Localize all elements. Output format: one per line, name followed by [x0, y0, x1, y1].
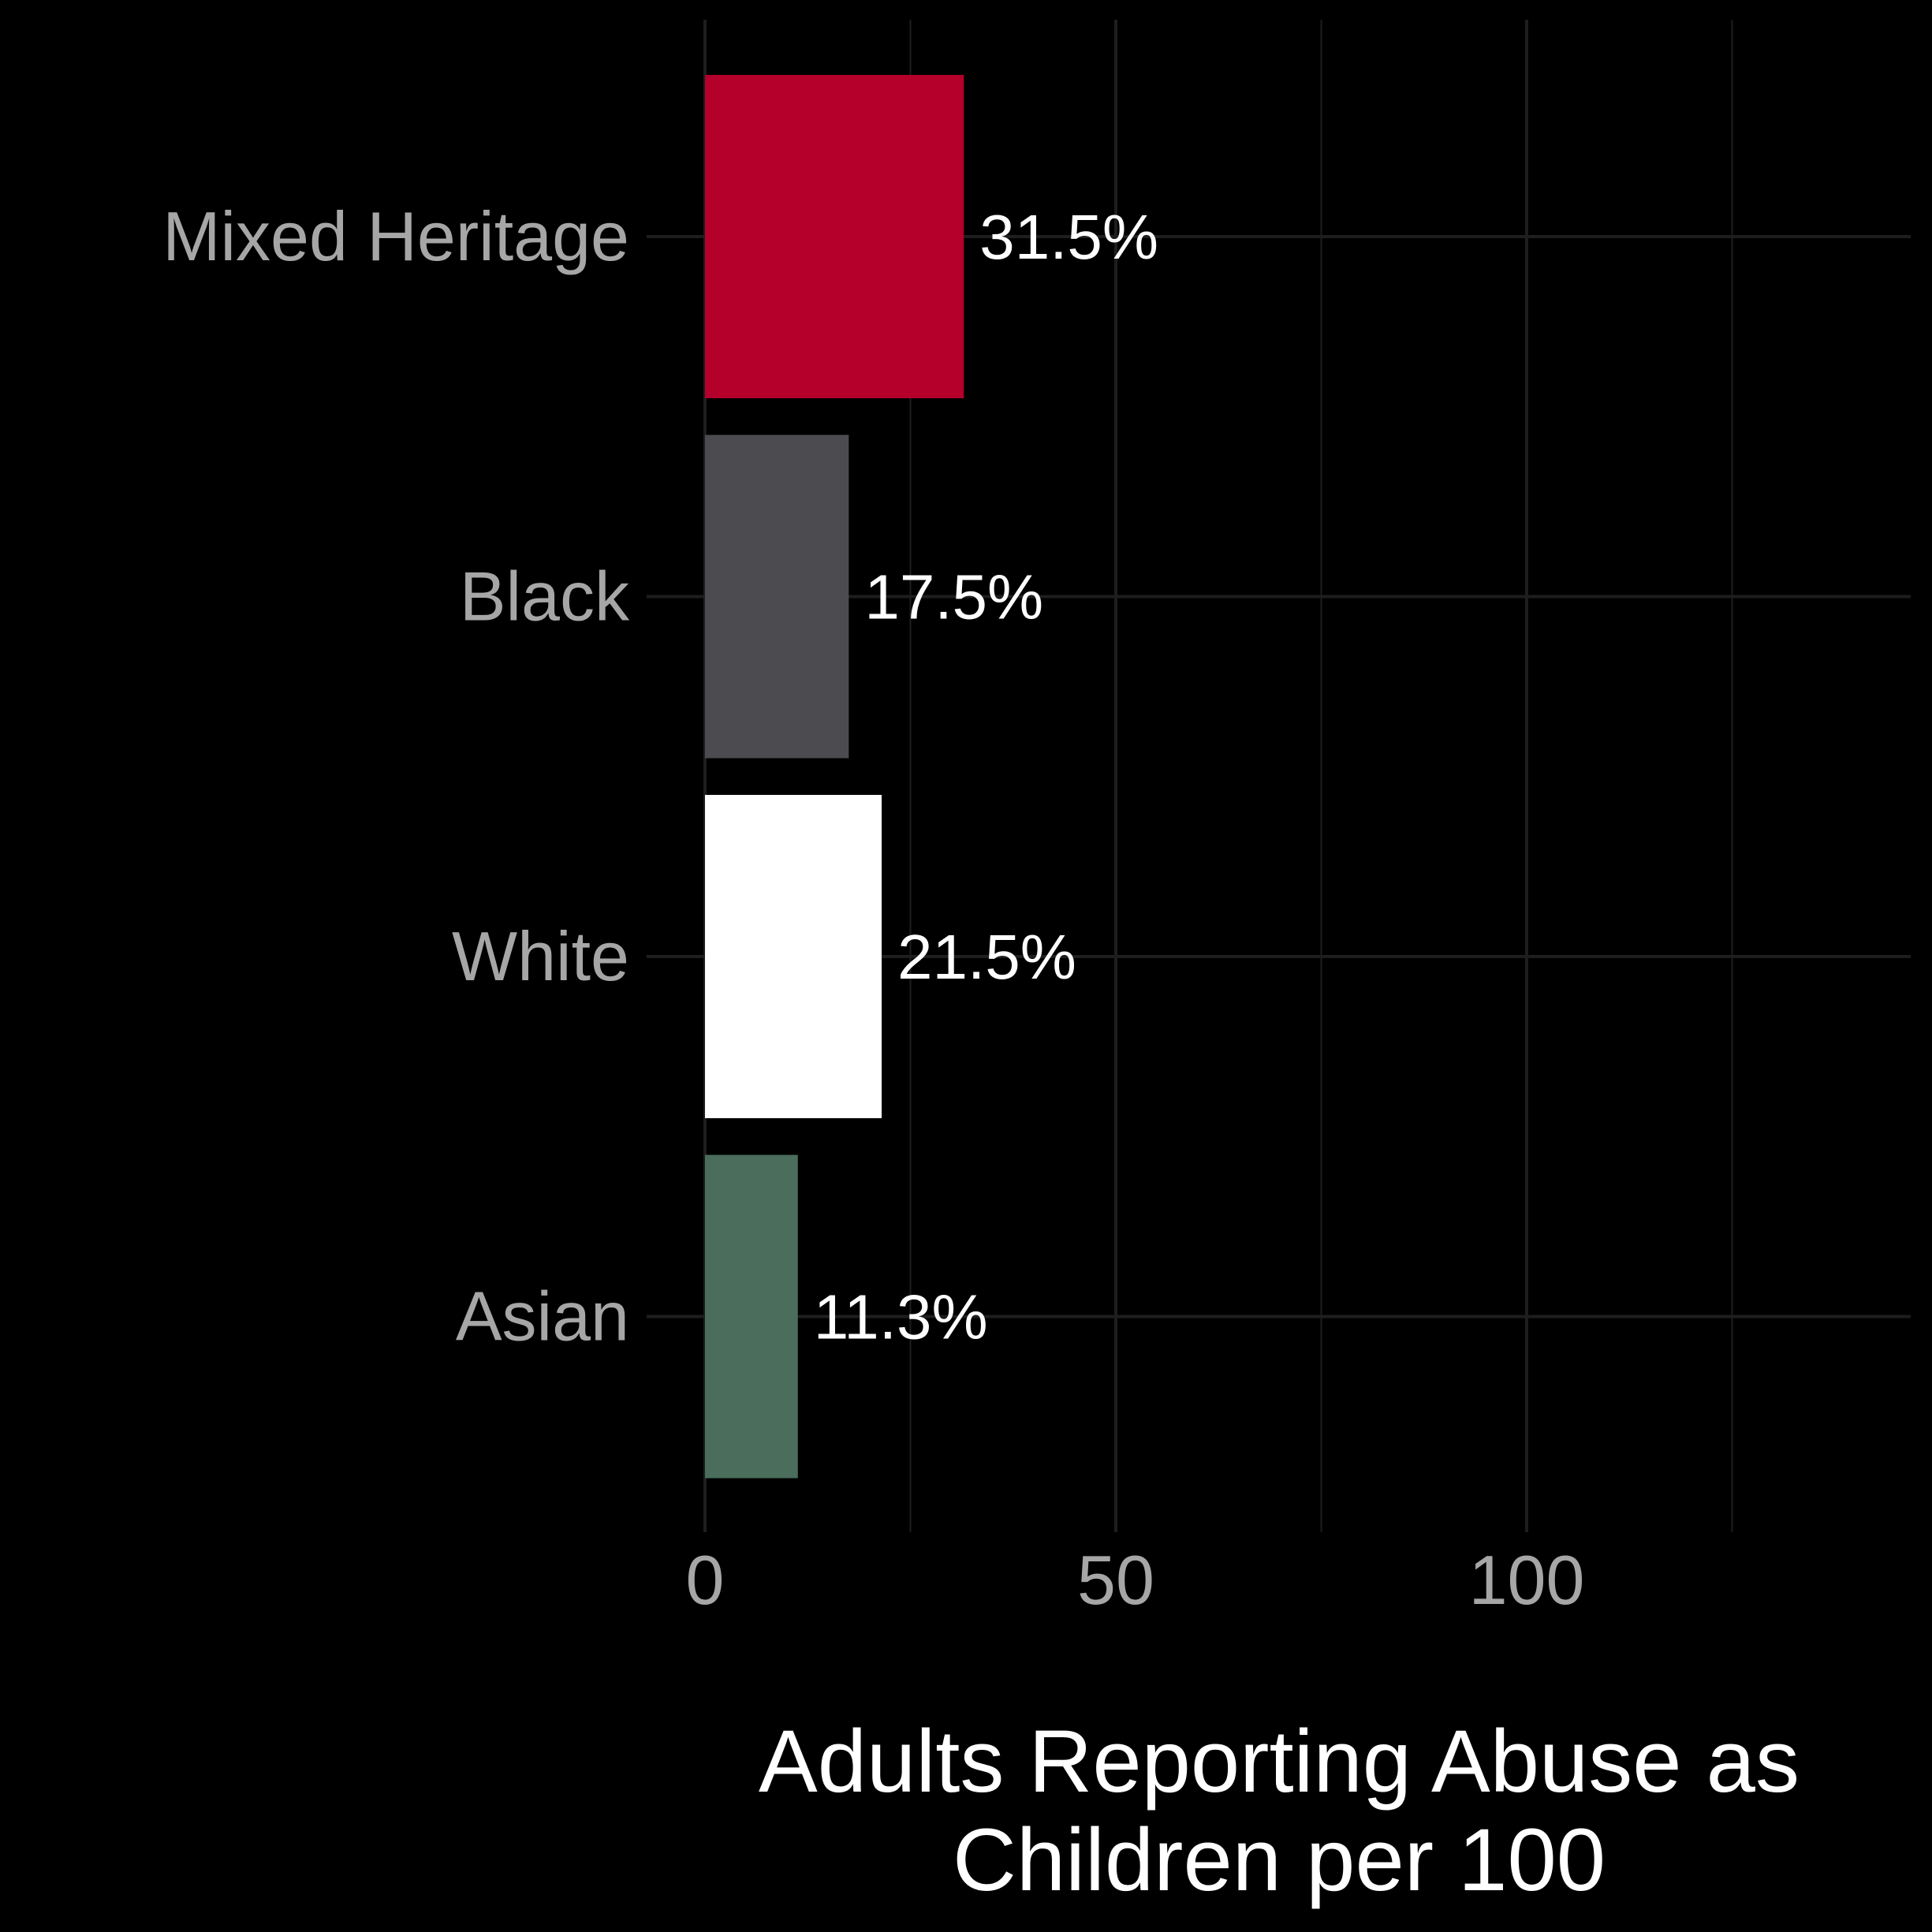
bar-mixed-heritage	[705, 75, 964, 398]
data-labels: 31.5% 17.5% 21.5% 11.3%	[814, 202, 1158, 1352]
data-label: 17.5%	[864, 562, 1043, 632]
y-axis-label: Asian	[456, 1277, 629, 1356]
data-label: 31.5%	[979, 202, 1158, 272]
x-axis-tick-label: 100	[1469, 1541, 1585, 1619]
data-label: 21.5%	[897, 922, 1076, 992]
y-axis-label: Black	[460, 558, 630, 636]
bar-asian	[705, 1154, 798, 1479]
bar-black	[705, 435, 849, 759]
x-axis-title-line-1: Adults Reporting Abuse as	[759, 1712, 1800, 1811]
x-axis-tick-label: 50	[1077, 1541, 1154, 1619]
bar-white	[705, 795, 882, 1118]
x-axis-tick-label: 0	[686, 1541, 725, 1619]
bars	[705, 75, 964, 1479]
x-axis-tick-labels: 0 50 100	[686, 1541, 1585, 1619]
y-axis-labels: Mixed Heritage Black White Asian	[162, 197, 630, 1356]
y-axis-label: Mixed Heritage	[162, 197, 629, 275]
y-axis-label: White	[452, 917, 629, 995]
data-label: 11.3%	[814, 1282, 988, 1352]
x-axis-title-line-2: Children per 100	[953, 1811, 1606, 1909]
